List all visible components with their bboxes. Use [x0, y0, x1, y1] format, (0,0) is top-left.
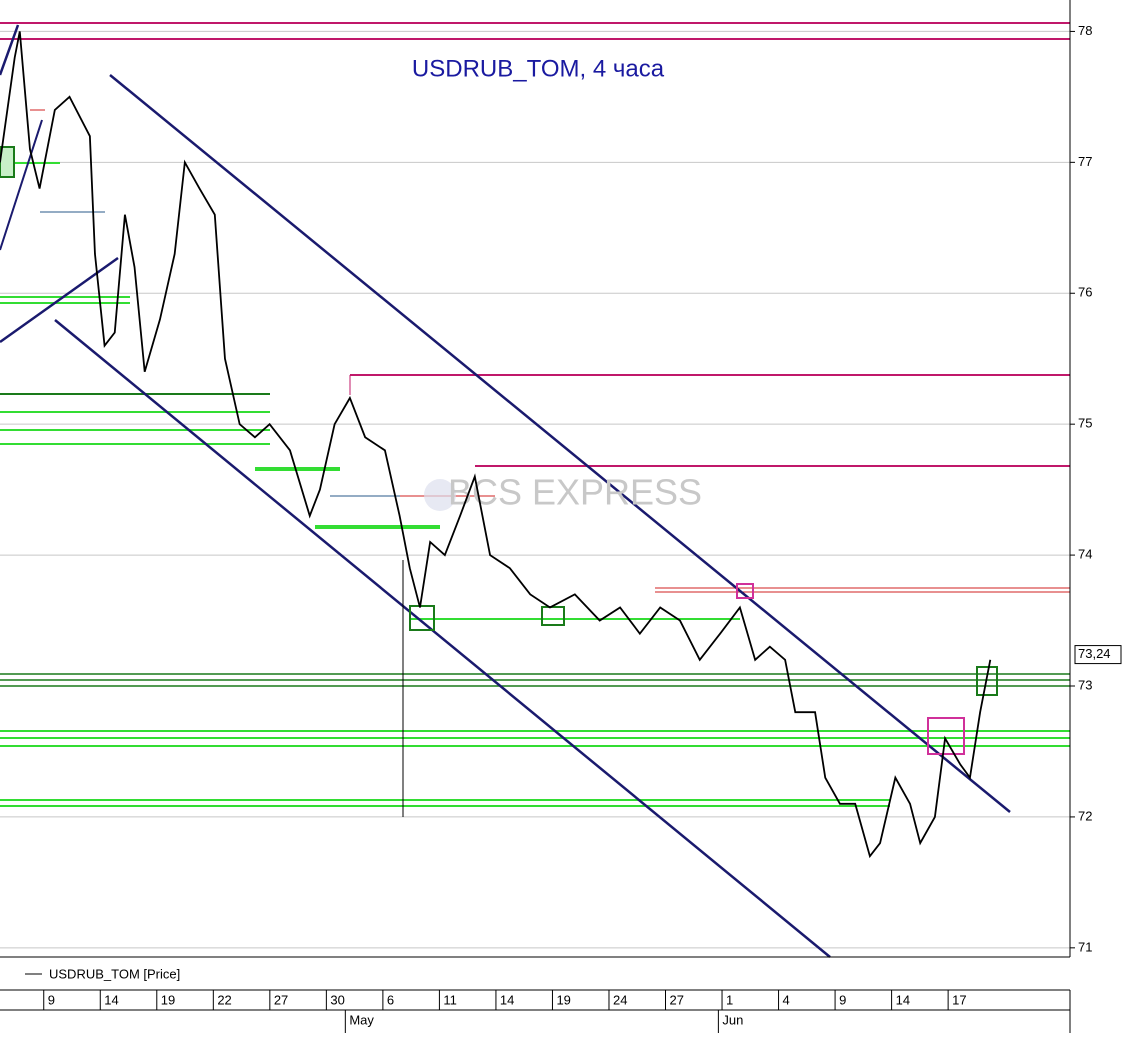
x-tick-label: 14: [500, 992, 514, 1007]
x-tick-label: 6: [387, 992, 394, 1007]
x-tick-label: 19: [556, 992, 570, 1007]
y-tick-label: 78: [1078, 23, 1092, 38]
plot: [0, 31, 992, 859]
trend-line: [0, 24, 20, 76]
y-tick-label: 71: [1078, 939, 1092, 954]
y-tick-label: 76: [1078, 285, 1092, 300]
x-tick-label: 14: [896, 992, 910, 1007]
watermark: BCS EXPRESS: [448, 472, 702, 513]
x-tick-label: 9: [839, 992, 846, 1007]
watermark-logo: [424, 479, 456, 511]
month-label: May: [349, 1012, 374, 1027]
chart-title: USDRUB_TOM, 4 часа: [412, 55, 665, 82]
trend-line: [0, 256, 119, 344]
x-tick-label: 22: [217, 992, 231, 1007]
marker-box: [541, 606, 565, 626]
x-tick-label: 24: [613, 992, 627, 1007]
marker-box: [976, 666, 998, 696]
x-tick-label: 17: [952, 992, 966, 1007]
y-tick-label: 74: [1078, 547, 1092, 562]
x-tick-label: 11: [443, 992, 457, 1007]
y-tick-label: 72: [1078, 808, 1092, 823]
y-tick-label: 73: [1078, 677, 1092, 692]
x-tick-label: 14: [104, 992, 118, 1007]
price-line: [0, 31, 992, 859]
x-tick-label: 19: [161, 992, 175, 1007]
y-tick-label: 75: [1078, 416, 1092, 431]
price-label-box: [1074, 645, 1122, 665]
marker-box: [927, 717, 965, 755]
x-tick-label: 27: [670, 992, 684, 1007]
legend-label: USDRUB_TOM [Price]: [49, 966, 180, 981]
x-tick-label: 30: [330, 992, 344, 1007]
marker-box: [736, 583, 754, 599]
trend-line: [0, 119, 43, 251]
x-tick-label: 27: [274, 992, 288, 1007]
x-tick-label: 1: [726, 992, 733, 1007]
price-label: 73,24: [1078, 646, 1111, 661]
x-tick-label: 4: [783, 992, 790, 1007]
drawings: [0, 22, 1070, 958]
marker-box: [0, 146, 15, 178]
y-tick-label: 77: [1078, 154, 1092, 169]
channel-line: [109, 74, 1011, 813]
month-label: Jun: [722, 1012, 743, 1027]
marker-box: [409, 605, 435, 631]
x-tick-label: 9: [48, 992, 55, 1007]
channel-line: [54, 319, 831, 958]
